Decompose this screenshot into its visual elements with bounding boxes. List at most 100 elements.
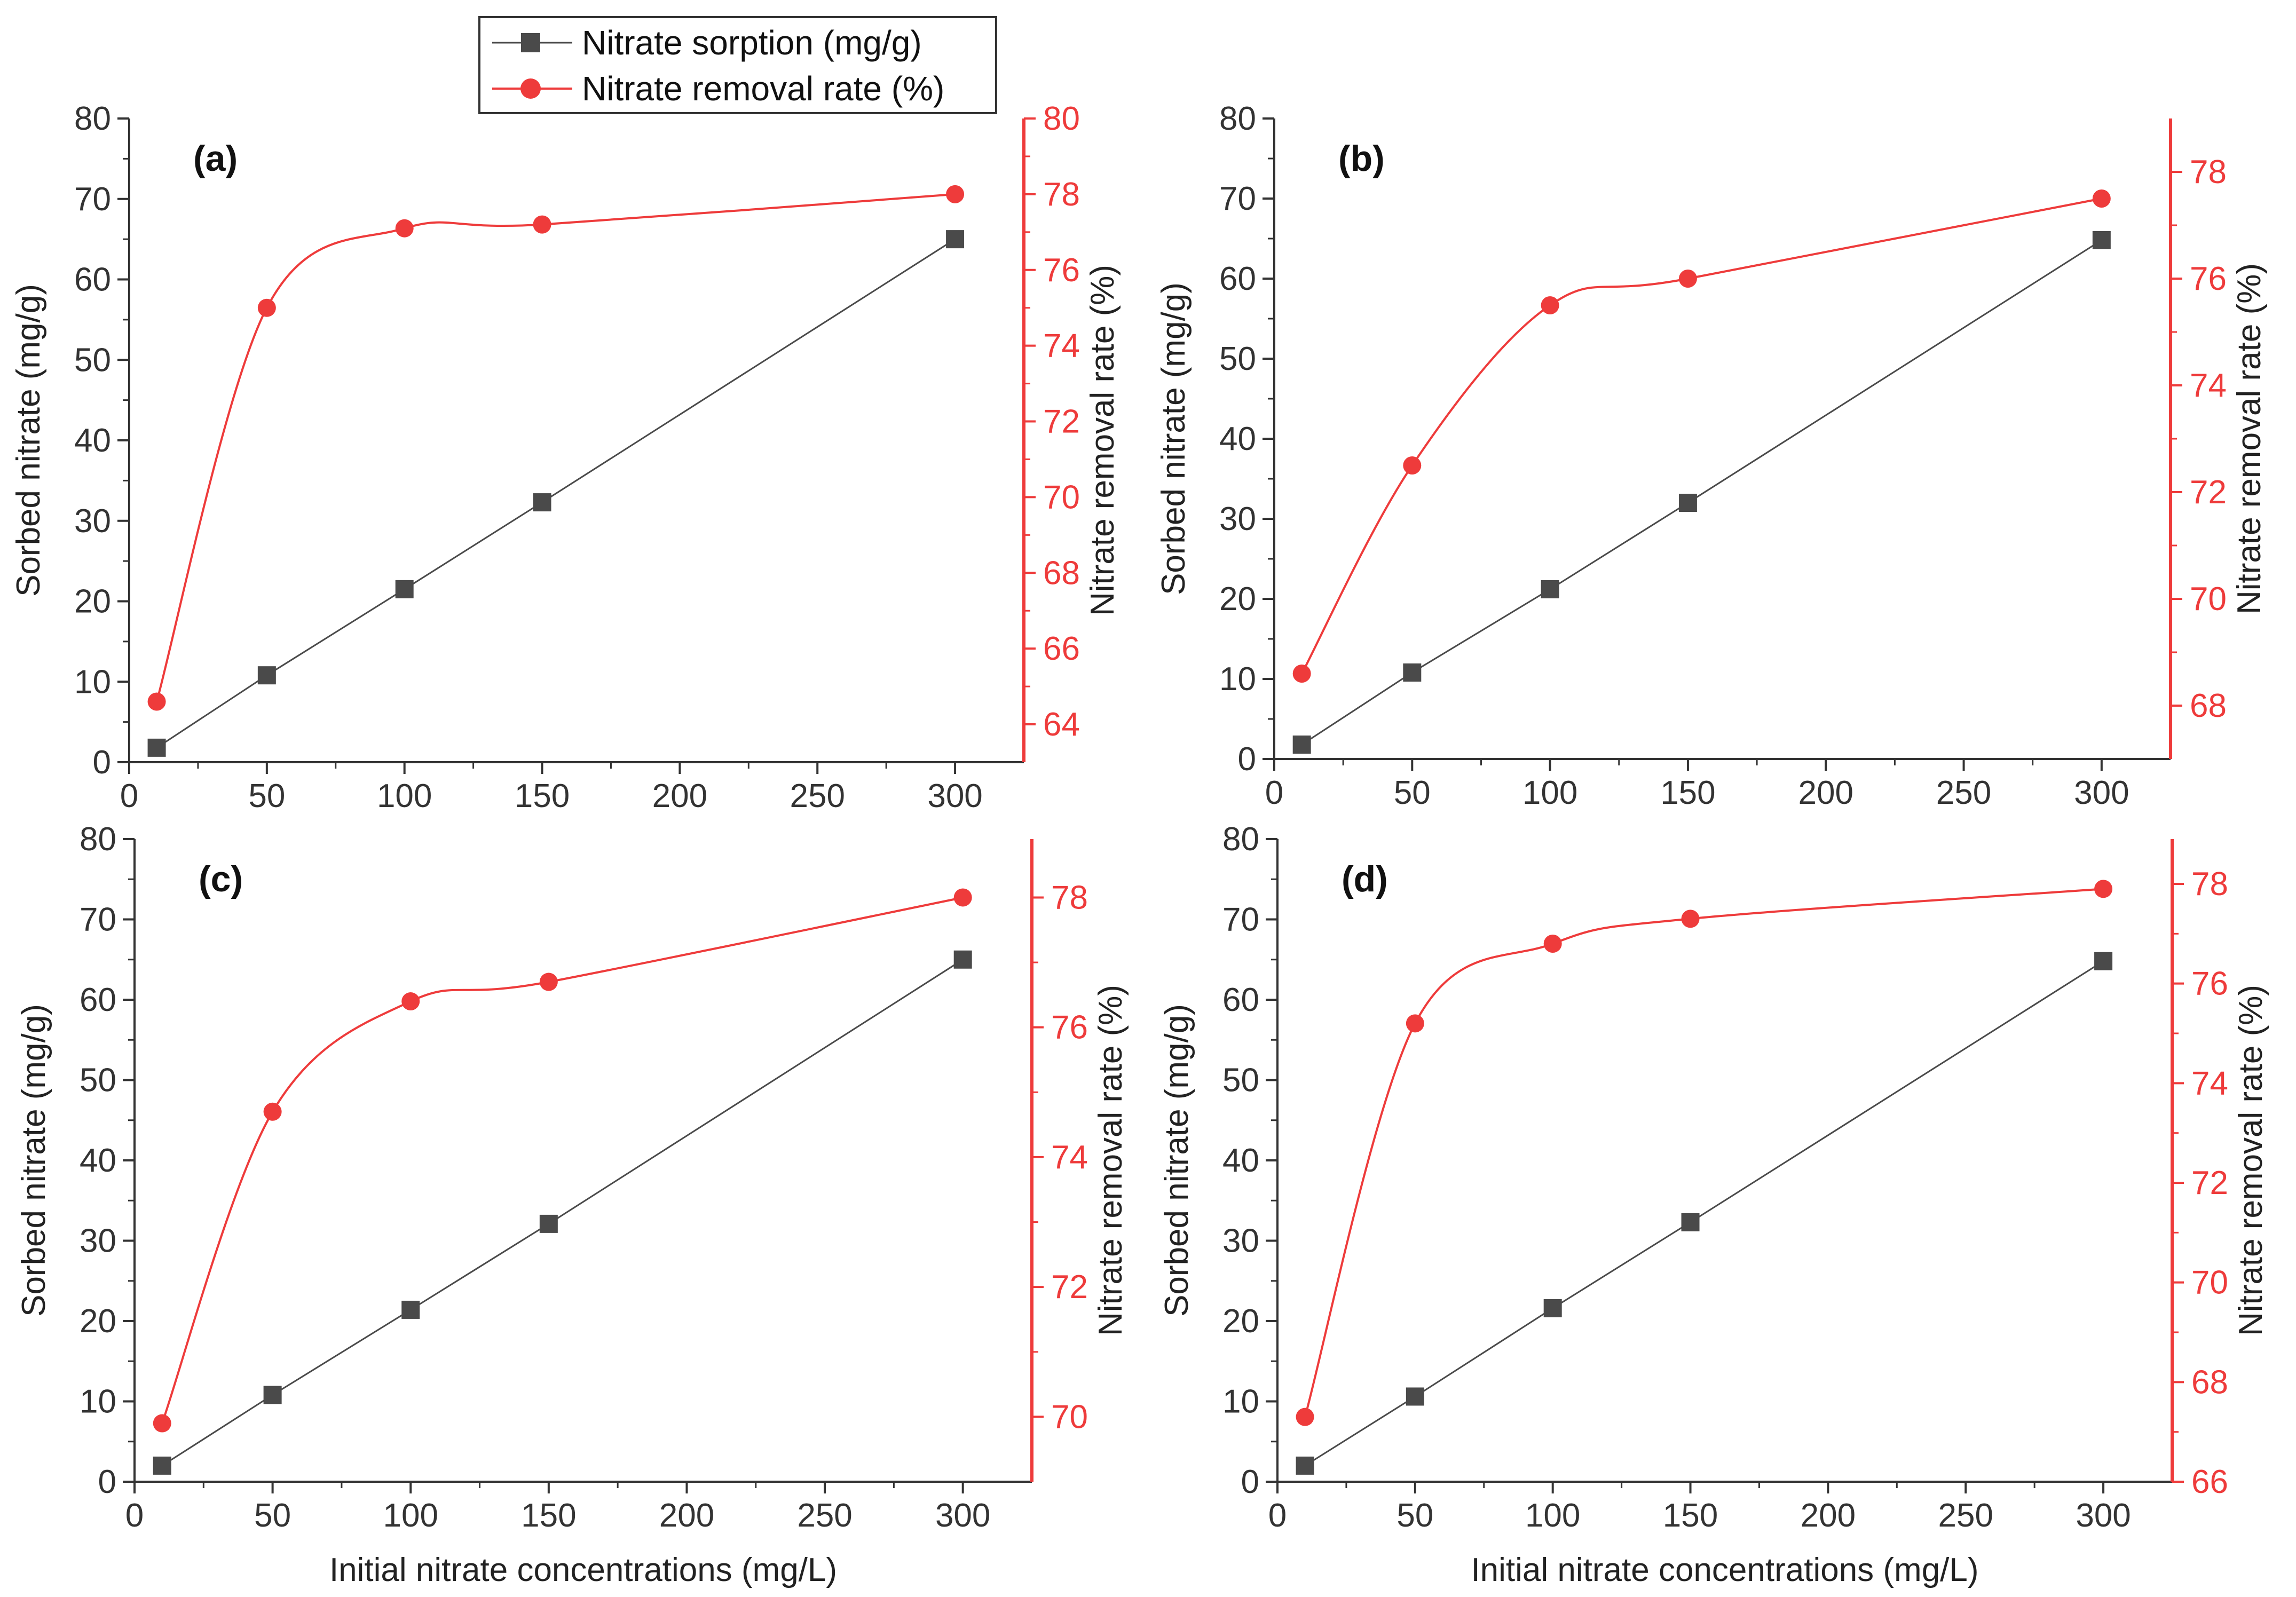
panel-label: (d) [1342,859,1388,899]
x-tick-label: 100 [1525,1497,1580,1534]
sorption-point [946,230,965,249]
y2-tick-label: 70 [2191,1264,2228,1301]
sorption-point [1296,1456,1314,1475]
sorption-point [263,1386,282,1404]
x-tick-label: 150 [1660,774,1715,811]
x-axis-title: Initial nitrate concentrations (mg/L) [329,1552,837,1588]
y2-tick-label: 72 [1051,1269,1088,1306]
y-tick-label: 20 [80,1303,116,1340]
x-tick-label: 150 [515,778,570,815]
sorption-point [953,950,972,969]
y2-axis-title: Nitrate removal rate (%) [2231,263,2268,614]
y-tick-label: 40 [1219,421,1256,457]
y-tick-label: 30 [1219,501,1256,537]
y2-tick-label: 72 [2190,474,2227,511]
y-tick-label: 0 [1241,1464,1259,1500]
sorption-point [147,738,166,757]
removal-point [395,219,414,238]
sorption-series [153,950,972,1475]
y2-tick-label: 70 [1043,479,1080,516]
x-tick-label: 100 [383,1497,438,1534]
removal-point [953,888,972,907]
removal-point [1681,910,1700,928]
x-tick-label: 300 [927,778,982,815]
y2-tick-label: 78 [1051,879,1088,916]
sorption-series [1296,952,2113,1475]
removal-point [1678,270,1697,288]
y2-axis-title: Nitrate removal rate (%) [2232,985,2269,1336]
x-tick-label: 250 [1938,1497,1993,1534]
sorption-point [539,1214,558,1233]
removal-point [2094,880,2113,898]
y2-tick-label: 76 [1043,252,1080,289]
y2-tick-label: 70 [1051,1398,1088,1435]
chart-panel-c: 0 50 100 150 200 250 300 0 10 20 30 40 50 60 70 80 70 72 7… [15,821,1129,1588]
y2-tick-label: 74 [1051,1139,1088,1176]
sorption-point [1406,1387,1424,1406]
y-tick-label: 0 [98,1464,116,1500]
x-tick-label: 300 [935,1497,990,1534]
removal-point [539,973,558,991]
x-tick-label: 100 [377,778,432,815]
sorption-point [533,493,551,512]
y-tick-label: 60 [1219,260,1256,297]
x-tick-label: 200 [659,1497,714,1534]
y2-tick-label: 72 [2191,1165,2228,1201]
removal-point [946,185,965,203]
y-tick-label: 60 [80,982,116,1018]
x-tick-label: 0 [1265,774,1283,811]
x-tick-label: 250 [790,778,845,815]
removal-point [153,1414,171,1433]
y2-tick-label: 74 [1043,328,1080,365]
y2-tick-label: 78 [2190,154,2227,191]
y2-tick-label: 70 [2190,581,2227,618]
chart-panel-a: 0 50 100 150 200 250 300 0 10 20 30 40 50 60 70 80 64 66 6… [10,100,1121,815]
y-tick-label: 50 [74,342,111,378]
y2-tick-label: 72 [1043,404,1080,440]
removal-point [533,215,551,234]
x-tick-label: 300 [2074,774,2129,811]
sorption-point [1403,663,1422,682]
y-tick-label: 80 [80,821,116,858]
y-tick-label: 0 [93,744,111,781]
removal-series [1292,189,2111,683]
y-tick-label: 60 [1222,982,1259,1018]
y2-tick-label: 78 [1043,176,1080,213]
removal-point [1296,1408,1314,1426]
legend-removal-label: Nitrate removal rate (%) [582,69,944,108]
y-tick-label: 0 [1238,741,1256,778]
y-tick-label: 50 [80,1062,116,1099]
y-tick-label: 50 [1222,1062,1259,1099]
y2-tick-label: 68 [1043,555,1080,591]
x-tick-label: 300 [2076,1497,2131,1534]
y-tick-label: 10 [1222,1383,1259,1420]
sorption-point [1292,736,1311,754]
legend-box [478,16,997,114]
x-tick-label: 250 [1936,774,1991,811]
panel-label: (a) [193,138,238,179]
x-tick-label: 50 [254,1497,291,1534]
y2-tick-label: 66 [1043,630,1080,667]
y-tick-label: 50 [1219,341,1256,377]
legend-sorption-label: Nitrate sorption (mg/g) [582,23,922,62]
panel-label: (c) [199,859,243,899]
x-tick-label: 200 [1798,774,1853,811]
removal-series [147,185,965,711]
y2-tick-label: 76 [1051,1009,1088,1046]
x-tick-label: 50 [248,778,285,815]
y-tick-label: 70 [1219,180,1256,217]
sorption-point [257,666,276,685]
x-tick-label: 200 [652,778,707,815]
y2-tick-label: 76 [2191,966,2228,1002]
y2-tick-label: 76 [2190,260,2227,297]
x-tick-label: 250 [797,1497,852,1534]
x-tick-label: 0 [125,1497,144,1534]
sorption-point [1541,580,1559,598]
x-tick-label: 100 [1522,774,1577,811]
removal-point [257,298,276,317]
y-tick-label: 30 [80,1223,116,1260]
y-tick-label: 40 [80,1142,116,1179]
y-tick-label: 80 [1219,100,1256,137]
